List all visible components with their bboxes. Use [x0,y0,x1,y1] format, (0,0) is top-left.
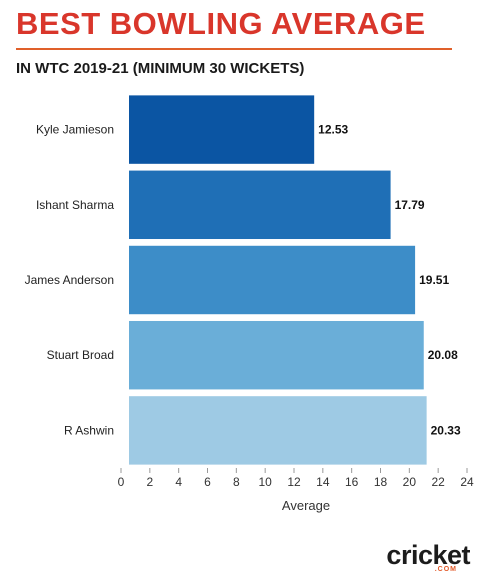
x-axis-label: Average [282,498,330,513]
x-tick-label: 2 [146,475,153,489]
x-tick-label: 8 [233,475,240,489]
bar [129,320,424,390]
chart-subtitle: IN WTC 2019-21 (MINIMUM 30 WICKETS) [16,60,305,77]
chart-title: BEST BOWLING AVERAGE [16,6,426,41]
x-tick-label: 4 [175,475,182,489]
y-tick-label: Stuart Broad [47,348,114,362]
data-label: 20.08 [428,348,458,362]
logo-domain-text: .COM [434,566,457,573]
title-underline [16,48,452,50]
x-tick-label: 24 [460,475,474,489]
x-tick-label: 22 [431,475,445,489]
x-tick-label: 14 [316,475,330,489]
x-tick-label: 0 [118,475,125,489]
x-tick-label: 12 [287,475,301,489]
bar-chart: Kyle Jamieson 12.53 Ishant Sharma 17.79 Jame… [25,95,474,513]
y-tick-label: Ishant Sharma [36,198,114,212]
x-tick-label: 6 [204,475,211,489]
bar [129,245,416,315]
bar [129,170,391,240]
data-label: 12.53 [318,123,348,137]
bar [129,396,427,465]
y-tick-label: Kyle Jamieson [36,123,114,137]
x-tick-label: 10 [258,475,272,489]
cricket-com-logo: cricket [386,540,470,570]
y-tick-label: R Ashwin [64,423,114,437]
data-label: 20.33 [431,423,461,437]
x-tick-label: 16 [345,475,359,489]
bar [129,95,315,164]
y-tick-label: James Anderson [25,273,114,287]
x-tick-label: 18 [374,475,388,489]
data-label: 17.79 [395,198,425,212]
x-tick-label: 20 [403,475,417,489]
data-label: 19.51 [419,273,449,287]
